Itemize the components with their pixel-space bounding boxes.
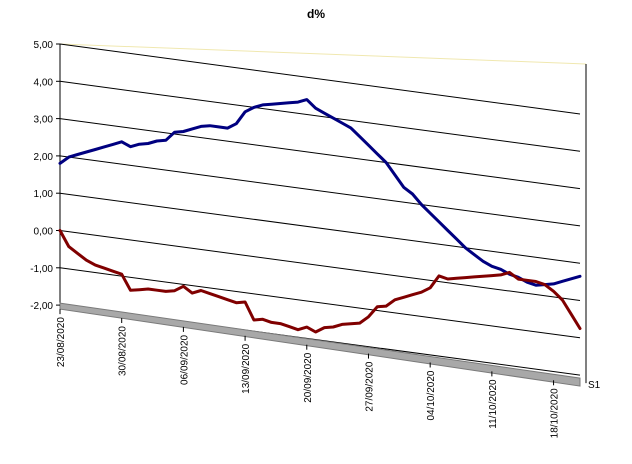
x-tick-label: 27/09/2020: [364, 361, 375, 411]
back-wall-top-edge: [59, 43, 587, 65]
x-tick-label: 06/09/2020: [179, 334, 190, 384]
x-tick-label: 13/09/2020: [241, 343, 252, 393]
series-line-2: [58, 229, 582, 334]
y-tick-label: 4,00: [34, 77, 54, 88]
chart-floor: S1: [59, 302, 601, 391]
chart-title: d%: [307, 7, 325, 21]
gridline: [59, 267, 581, 339]
x-tick-label: 23/08/2020: [56, 317, 67, 367]
gridline: [59, 118, 581, 190]
gridlines: [59, 43, 581, 376]
x-tick-label: 20/09/2020: [303, 352, 314, 402]
series-layer: [58, 98, 582, 334]
x-axis: 23/08/2020 30/08/2020 06/09/2020 13/09/2020…: [56, 309, 561, 438]
y-tick-label: -2,00: [30, 301, 53, 312]
series-depth-label: S1: [588, 380, 601, 391]
y-tick-label: 3,00: [34, 115, 54, 126]
gridline: [59, 80, 581, 152]
gridline: [59, 155, 581, 227]
y-axis: 5,00 4,00 3,00 2,00 1,00 0,00 -1,00 -2,00: [30, 40, 60, 312]
gridline: [59, 230, 581, 301]
y-tick-label: 1,00: [34, 189, 54, 200]
chart-walls: [59, 43, 587, 384]
series-line-1: [58, 98, 582, 287]
x-tick-label: 04/10/2020: [426, 370, 437, 420]
x-tick-label: 18/10/2020: [550, 388, 561, 438]
y-tick-label: 0,00: [34, 227, 54, 238]
floor-slab: [59, 302, 581, 387]
gridline: [59, 43, 581, 115]
y-tick-label: -1,00: [30, 264, 53, 275]
x-tick-label: 30/08/2020: [118, 326, 129, 376]
y-tick-label: 5,00: [34, 40, 54, 51]
x-tick-label: 11/10/2020: [488, 379, 499, 429]
gridline: [59, 192, 581, 264]
y-tick-label: 2,00: [34, 152, 54, 163]
